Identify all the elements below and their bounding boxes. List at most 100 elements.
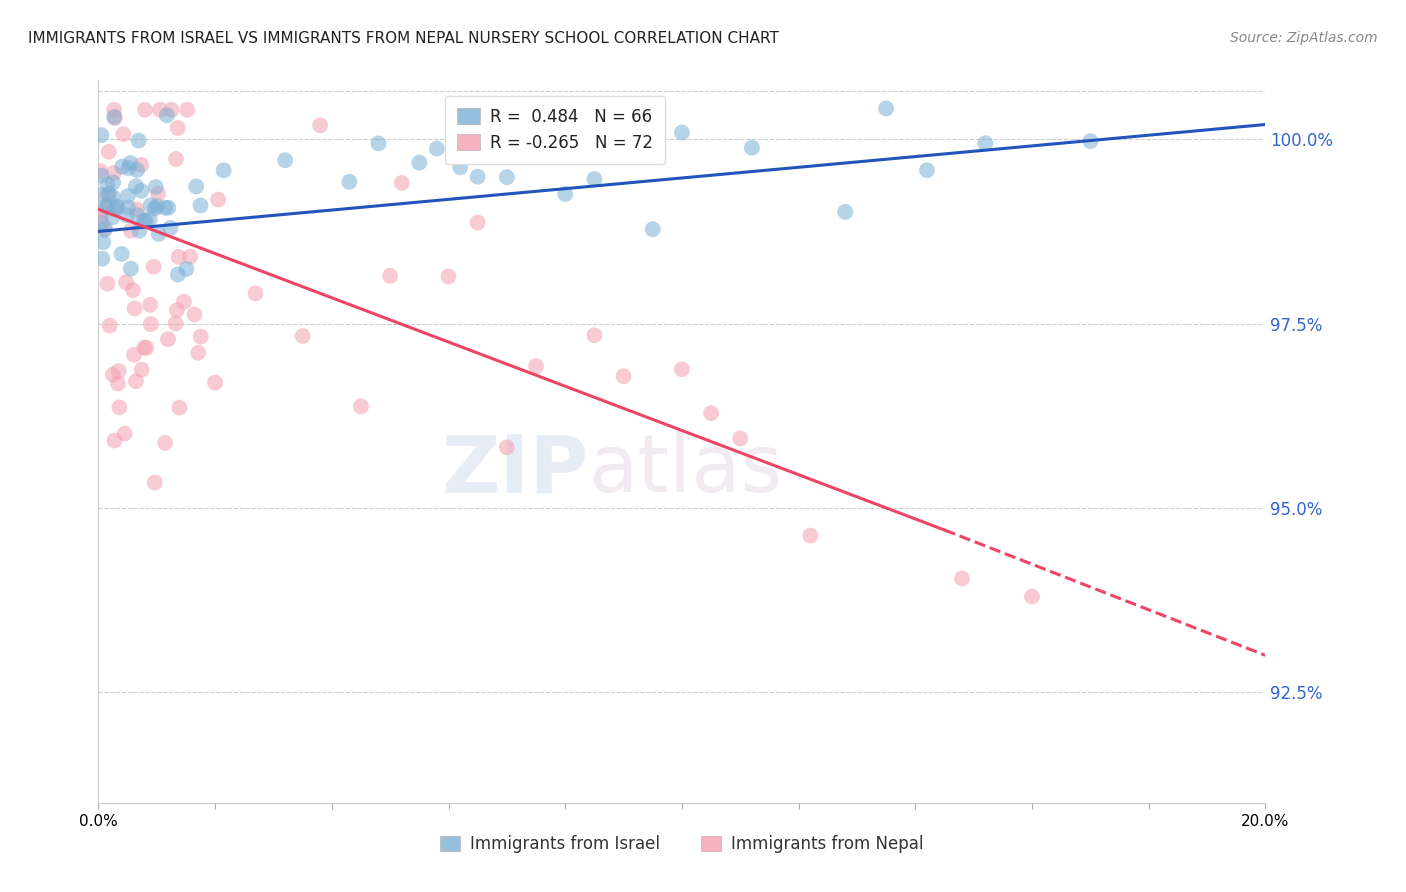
Point [91,188,114,202]
Point [183,308,205,322]
Point [121,283,143,297]
Point [97,186,120,201]
Point [730,432,752,446]
Point [94,221,117,235]
Point [173,294,195,309]
Point [160,103,183,117]
Point [108,401,131,415]
Point [96,277,118,291]
Point [101,368,124,382]
Point [157,332,180,346]
Point [127,208,149,222]
Point [179,250,201,264]
Point [167,250,190,264]
Point [90,216,112,230]
Point [89,164,111,178]
Point [134,103,156,117]
Point [169,401,191,415]
Point [139,317,162,331]
Point [125,202,148,217]
Point [291,329,314,343]
Point [496,440,519,454]
Point [613,369,636,384]
Point [122,348,145,362]
Point [94,199,117,213]
Point [950,572,973,586]
Point [671,362,693,376]
Point [974,136,997,151]
Point [166,303,188,318]
Point [97,188,120,202]
Point [98,318,121,333]
Point [176,262,198,277]
Point [101,211,124,225]
Point [131,362,153,376]
Point [337,175,360,189]
Point [139,298,162,312]
Point [135,341,157,355]
Point [91,203,114,218]
Point [583,328,606,343]
Point [176,103,198,117]
Point [449,160,471,174]
Point [1021,590,1043,604]
Point [90,169,112,183]
Point [120,261,142,276]
Text: ZIP: ZIP [441,432,589,509]
Point [131,184,153,198]
Point [165,317,187,331]
Point [114,426,136,441]
Point [93,235,115,250]
Point [138,212,160,227]
Point [128,134,150,148]
Point [467,169,489,184]
Point [115,208,138,222]
Point [125,179,148,194]
Point [103,103,125,117]
Point [91,252,114,266]
Point [120,156,142,170]
Point [671,126,693,140]
Point [741,141,763,155]
Point [1080,134,1102,148]
Point [583,172,606,186]
Text: Source: ZipAtlas.com: Source: ZipAtlas.com [1230,31,1378,45]
Point [103,434,125,448]
Legend: Immigrants from Israel, Immigrants from Nepal: Immigrants from Israel, Immigrants from … [433,828,931,860]
Point [149,103,172,117]
Point [554,186,576,201]
Point [128,224,150,238]
Point [834,204,856,219]
Point [641,222,664,236]
Point [107,376,129,391]
Point [155,201,177,215]
Text: IMMIGRANTS FROM ISRAEL VS IMMIGRANTS FROM NEPAL NURSERY SCHOOL CORRELATION CHART: IMMIGRANTS FROM ISRAEL VS IMMIGRANTS FRO… [28,31,779,46]
Point [117,161,139,175]
Point [496,170,519,185]
Point [190,329,212,343]
Point [111,160,134,174]
Point [117,201,139,215]
Point [117,189,139,203]
Point [107,200,129,214]
Point [135,214,157,228]
Text: atlas: atlas [589,432,783,509]
Point [915,163,938,178]
Point [129,158,152,172]
Point [799,528,821,542]
Point [380,268,402,283]
Point [134,213,156,227]
Point [96,200,118,214]
Point [159,221,181,235]
Point [437,269,460,284]
Point [97,145,120,159]
Point [90,128,112,142]
Point [204,376,226,390]
Point [165,152,187,166]
Point [104,202,127,216]
Point [115,275,138,289]
Point [408,155,430,169]
Point [101,176,124,190]
Point [309,119,332,133]
Point [274,153,297,168]
